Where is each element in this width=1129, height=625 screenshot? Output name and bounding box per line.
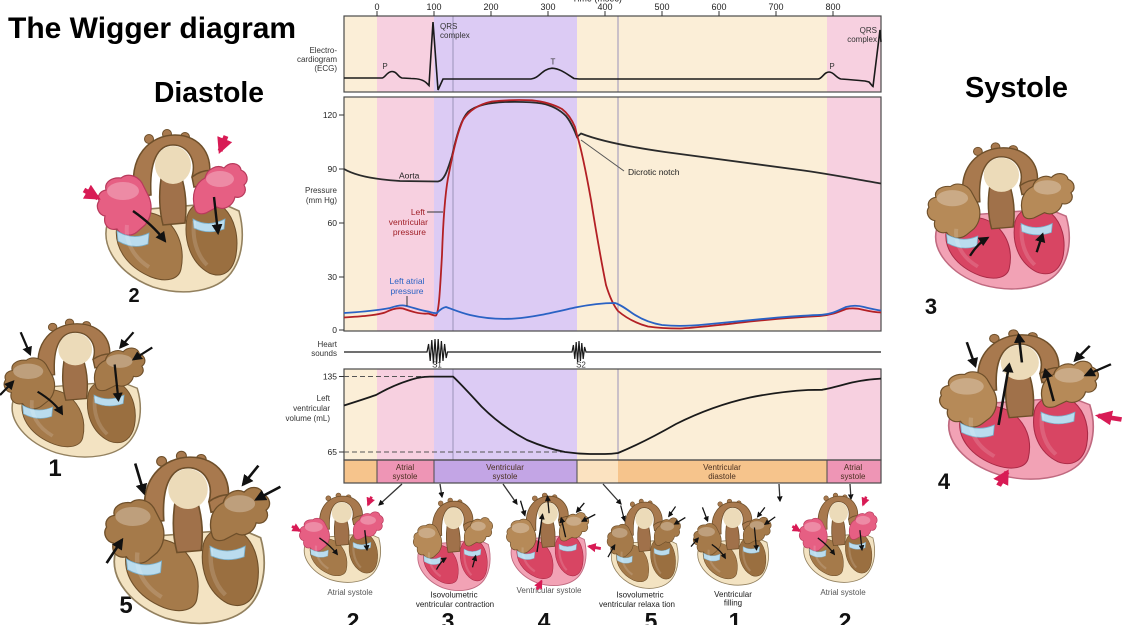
svg-text:Ventricular systole: Ventricular systole — [517, 586, 582, 595]
svg-text:Atrial: Atrial — [396, 463, 414, 472]
svg-text:QRS: QRS — [440, 22, 457, 31]
svg-text:3: 3 — [442, 608, 455, 625]
svg-text:ventricular: ventricular — [389, 217, 428, 227]
svg-text:500: 500 — [654, 2, 669, 12]
svg-text:(mm Hg): (mm Hg) — [306, 196, 337, 205]
svg-text:Aorta: Aorta — [399, 171, 420, 181]
svg-text:systole: systole — [493, 472, 518, 481]
svg-text:(ECG): (ECG) — [314, 64, 337, 73]
svg-text:Ventricular: Ventricular — [714, 590, 752, 599]
svg-text:2: 2 — [347, 608, 360, 625]
svg-text:120: 120 — [323, 110, 337, 120]
svg-text:1: 1 — [48, 455, 61, 482]
svg-text:2: 2 — [128, 285, 139, 307]
svg-text:Heart: Heart — [317, 340, 337, 349]
svg-text:100: 100 — [426, 2, 441, 12]
svg-text:90: 90 — [328, 164, 338, 174]
svg-text:pressure: pressure — [393, 227, 426, 237]
svg-text:4: 4 — [538, 608, 551, 625]
svg-text:sounds: sounds — [311, 349, 337, 358]
svg-text:3: 3 — [925, 294, 937, 319]
svg-text:Isovolumetric: Isovolumetric — [616, 591, 663, 600]
svg-text:systole: systole — [393, 472, 418, 481]
svg-text:30: 30 — [328, 272, 338, 282]
svg-text:600: 600 — [711, 2, 726, 12]
svg-text:Ventricular: Ventricular — [703, 463, 741, 472]
svg-text:filling: filling — [724, 599, 742, 608]
svg-text:1: 1 — [729, 608, 742, 625]
svg-text:4: 4 — [938, 469, 951, 494]
svg-text:700: 700 — [768, 2, 783, 12]
svg-text:P: P — [829, 62, 834, 71]
svg-text:400: 400 — [597, 2, 612, 12]
svg-text:QRS: QRS — [860, 26, 877, 35]
svg-text:Ventricular: Ventricular — [486, 463, 524, 472]
svg-text:complex: complex — [847, 35, 877, 44]
svg-text:Atrial systole: Atrial systole — [820, 588, 866, 597]
svg-text:Left atrial: Left atrial — [390, 276, 425, 286]
svg-text:Isovolumetric: Isovolumetric — [430, 591, 477, 600]
svg-text:P: P — [382, 62, 387, 71]
svg-text:ventricular relaxa tion: ventricular relaxa tion — [599, 600, 675, 609]
svg-text:cardiogram: cardiogram — [297, 55, 337, 64]
svg-text:0: 0 — [332, 325, 337, 335]
svg-text:S1: S1 — [432, 361, 442, 370]
svg-text:ventricular: ventricular — [293, 404, 330, 413]
svg-text:2: 2 — [839, 608, 852, 625]
svg-text:pressure: pressure — [390, 286, 423, 296]
svg-text:Systole: Systole — [965, 72, 1068, 104]
svg-text:Atrial: Atrial — [844, 463, 862, 472]
svg-text:65: 65 — [328, 447, 338, 457]
svg-text:Pressure: Pressure — [305, 186, 338, 195]
svg-text:300: 300 — [540, 2, 555, 12]
svg-text:ventricular contraction: ventricular contraction — [416, 600, 494, 609]
svg-text:Atrial systole: Atrial systole — [327, 588, 373, 597]
svg-text:systole: systole — [841, 472, 866, 481]
svg-text:Left: Left — [411, 207, 426, 217]
svg-text:complex: complex — [440, 31, 470, 40]
svg-text:diastole: diastole — [708, 472, 736, 481]
svg-text:800: 800 — [825, 2, 840, 12]
svg-text:0: 0 — [374, 2, 379, 12]
svg-text:Electro-: Electro- — [309, 46, 337, 55]
svg-text:5: 5 — [645, 608, 658, 625]
svg-text:The Wigger diagram: The Wigger diagram — [8, 12, 296, 45]
svg-text:Time (msec): Time (msec) — [572, 0, 622, 4]
svg-text:volume (mL): volume (mL) — [286, 414, 331, 423]
svg-text:Dicrotic notch: Dicrotic notch — [628, 167, 680, 177]
svg-text:Diastole: Diastole — [154, 77, 264, 109]
svg-text:S2: S2 — [576, 361, 586, 370]
svg-text:Left: Left — [317, 394, 331, 403]
svg-text:5: 5 — [119, 592, 132, 619]
svg-text:60: 60 — [328, 218, 338, 228]
svg-text:135: 135 — [323, 372, 337, 382]
svg-text:T: T — [551, 58, 556, 67]
svg-text:200: 200 — [483, 2, 498, 12]
